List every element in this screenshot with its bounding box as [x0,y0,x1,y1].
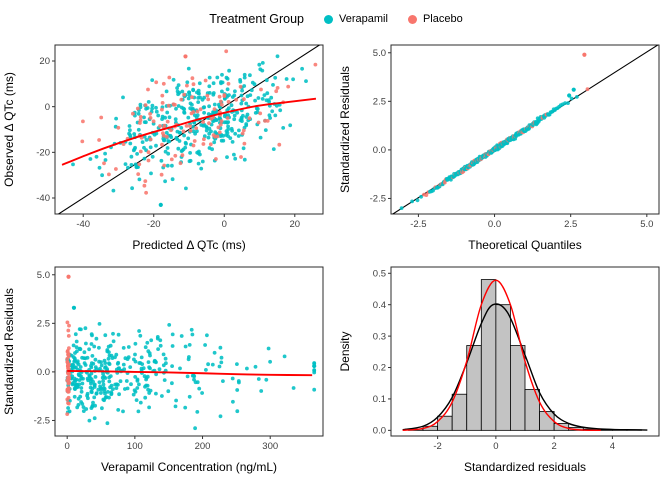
y-tick-label: -2.5 [370,194,386,205]
plot-qq: -2.5 0.0 2.5 5.0 -2.5 0.0 2.5 5.0 Theoretical Qu… [336,36,672,258]
plot-residual-histogram: -2 0 2 4 0.0 0.1 0.2 0.3 0.4 0.5 Standardized resi… [336,258,672,480]
x-tick-label: 0 [222,219,227,230]
y-tick-label: 2.5 [37,319,50,330]
x-tick-label: 5.0 [640,219,653,230]
normal-density-curve [402,279,601,432]
outlier-point [183,54,188,59]
plots-grid: -40 -20 0 20 -40 -20 0 20 Predicted Δ QTc (ms) Ob… [0,36,672,480]
histogram-bar [495,304,511,431]
x-tick-label: 2.5 [564,219,577,230]
outlier-point [158,202,163,207]
outlier-point [571,87,576,92]
y-tick-label: 0.3 [373,331,386,342]
y-tick-label: 0.2 [373,363,386,374]
outlier-point [71,305,77,310]
legend-label-placebo: Placebo [422,13,463,25]
residual-histogram-svg: -2 0 2 4 0.0 0.1 0.2 0.3 0.4 0.5 Standardized resi… [338,266,660,474]
histogram-bar [437,415,453,431]
qq-plot-content [391,45,659,214]
verapamil-swatch-icon [324,14,334,24]
y-tick-label: 0.0 [373,426,386,437]
outlier-point [567,93,572,98]
residuals-vs-concentration-svg: 0 100 200 300 -2.5 0.0 2.5 5.0 Verapamil Concent… [2,266,324,474]
observed-vs-predicted-x-axis-title: Predicted Δ QTc (ms) [132,238,245,252]
observed-vs-predicted-svg: -40 -20 0 20 -40 -20 0 20 Predicted Δ QTc (ms) Ob… [2,44,324,252]
plot-residuals-vs-concentration: 0 100 200 300 -2.5 0.0 2.5 5.0 Verapamil Concent… [0,258,336,480]
x-tick-label: 100 [127,441,143,452]
identity-line [57,45,321,214]
legend-label-verapamil: Verapamil [339,13,388,25]
y-tick-label: 5.0 [373,48,386,59]
x-tick-label: 0.0 [488,219,501,230]
x-tick-label: -20 [147,219,161,230]
y-tick-label: 0.5 [373,268,386,279]
outlier-point [312,363,317,369]
residual-histogram-content [402,279,648,432]
y-tick-label: 0.0 [373,145,386,156]
kernel-density-curve [402,303,648,431]
y-tick-label: 5.0 [37,270,50,281]
qq-plot-svg: -2.5 0.0 2.5 5.0 -2.5 0.0 2.5 5.0 Theoretical Qu… [338,44,660,252]
outlier-point [66,274,71,279]
y-tick-label: 0.1 [373,394,386,405]
y-tick-label: 0 [45,102,50,113]
x-tick-label: 0 [493,441,498,452]
y-tick-label: 0.4 [373,300,386,311]
legend-title: Treatment Group [209,12,305,26]
loess-smooth [67,369,313,377]
x-tick-label: 300 [262,441,278,452]
y-tick-label: 2.5 [373,97,386,108]
observed-vs-predicted-y-axis-title: Observed Δ QTc (ms) [2,72,16,187]
qq-plot-x-axis-title: Theoretical Quantiles [468,238,581,252]
y-tick-label: -2.5 [34,416,50,427]
residuals-vs-concentration-x-axis-title: Verapamil Concentration (ng/mL) [101,460,277,474]
residual-histogram-x-axis-title: Standardized residuals [464,460,586,474]
y-tick-label: -40 [36,193,50,204]
panel-border [54,266,324,437]
loess-smooth [61,97,317,166]
y-tick-label: 20 [39,56,50,67]
histogram-bar [510,345,526,431]
y-tick-label: 0.0 [37,367,50,378]
histogram-bar [480,279,497,431]
plot-observed-vs-predicted: -40 -20 0 20 -40 -20 0 20 Predicted Δ QTc (ms) Ob… [0,36,336,258]
x-tick-label: 2 [551,441,556,452]
x-tick-label: -40 [76,219,90,230]
placebo-swatch-icon [407,14,417,24]
outlier-point [582,52,587,57]
histogram-bar [553,423,570,431]
residuals-vs-concentration-y-axis-title: Standardized Residuals [2,288,16,415]
qq-plot-y-axis-title: Standardized Residuals [338,66,352,193]
treatment-group-legend: Treatment Group Verapamil Placebo [0,0,672,36]
residuals-vs-concentration-content [65,274,317,431]
legend-item-verapamil: Verapamil [324,13,388,25]
x-tick-label: 4 [610,441,615,452]
x-tick-label: -2.5 [410,219,426,230]
residual-histogram-y-axis-title: Density [338,331,352,371]
x-tick-label: 0 [65,441,70,452]
x-tick-label: -2 [433,441,441,452]
legend-item-placebo: Placebo [407,13,463,25]
x-tick-label: 20 [290,219,301,230]
observed-vs-predicted-content [57,45,321,214]
x-tick-label: 200 [195,441,211,452]
y-tick-label: -20 [36,148,50,159]
histogram-bar [524,389,540,431]
histogram-bar [451,393,468,431]
